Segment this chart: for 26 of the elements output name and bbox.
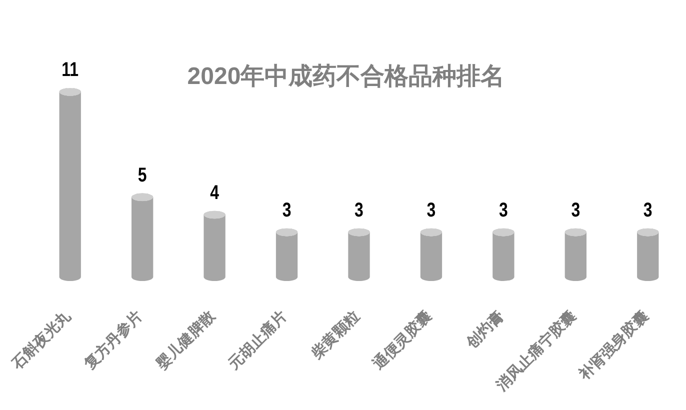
data-label: 3 [354,198,364,221]
x-tick-label: 创灼膏 [462,308,508,352]
bar [276,228,298,281]
chart-title: 2020年中成药不合格品种排名 [187,63,505,90]
x-tick-label: 通便灵胶囊 [368,307,436,374]
bar [420,228,442,281]
x-tick-label: 复方丹参片 [80,307,146,374]
data-label: 5 [138,164,147,186]
bar [637,228,659,281]
x-tick-label: 石斛夜光丸 [7,307,74,374]
bar [132,193,154,281]
data-label: 11 [62,58,79,80]
data-label: 4 [210,181,220,204]
data-label: 3 [643,198,652,221]
data-label: 3 [498,198,508,221]
bar [492,228,514,281]
x-tick-label: 柴黄颗粒 [308,308,363,363]
x-tick-label: 婴儿健脾散 [152,307,220,374]
x-tick-label: 元胡止痛片 [224,308,291,374]
bar [59,88,81,281]
data-label: 3 [571,198,580,221]
data-label: 3 [426,198,436,221]
bar [564,228,586,281]
data-label: 3 [282,198,292,221]
bar [348,228,370,281]
bar [204,210,226,281]
